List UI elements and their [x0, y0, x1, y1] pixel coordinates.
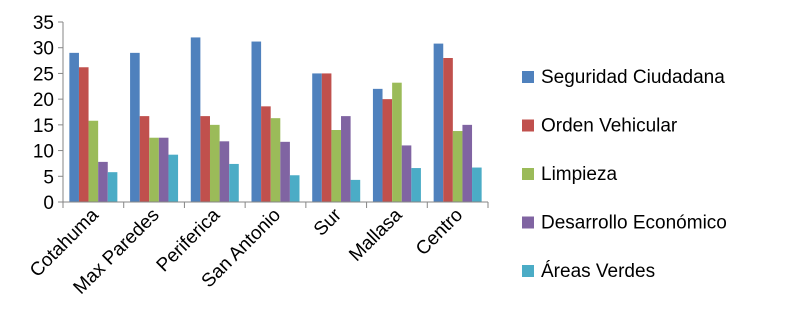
bar-limpieza-periferica: [209, 124, 220, 202]
legend-swatch: [522, 71, 534, 83]
bar-limpieza-mallasa: [392, 82, 402, 202]
y-tick-label: 35: [33, 13, 54, 34]
bar-desarrollo-econ-mico-periferica: [219, 141, 230, 202]
bar-seguridad-ciudadana-mallasa: [372, 88, 383, 202]
legend-swatch: [522, 168, 534, 180]
bar-limpieza-centro: [452, 131, 463, 202]
legend-swatch: [522, 265, 534, 277]
bar-desarrollo-econ-mico-cotahuma: [98, 161, 108, 202]
x-category-label: Mallasa: [345, 204, 406, 265]
bar-limpieza-cotahuma: [88, 120, 99, 202]
legend: Seguridad Ciudadana Orden Vehicular Limpie…: [522, 67, 727, 282]
bar-orden-vehicular-sur: [321, 73, 332, 202]
y-tick-label: 20: [33, 90, 54, 111]
bar-orden-vehicular-cotahuma: [78, 67, 89, 202]
bar-seguridad-ciudadana-periferica: [190, 37, 201, 202]
y-tick-label: 10: [33, 142, 54, 163]
bar-seguridad-ciudadana-san-antonio: [251, 41, 262, 202]
y-tick-label: 0: [43, 193, 54, 214]
x-category-label: Sur: [310, 204, 346, 240]
bar-orden-vehicular-mallasa: [382, 99, 393, 202]
y-tick-label: 5: [43, 167, 54, 188]
bar-limpieza-san-antonio: [270, 118, 281, 202]
y-tick-label: 30: [33, 39, 54, 60]
bar-seguridad-ciudadana-max-paredes: [130, 52, 140, 202]
legend-label: Orden Vehicular: [541, 116, 678, 137]
bar-orden-vehicular-san-antonio: [261, 106, 271, 202]
legend-label: Áreas Verdes: [541, 261, 655, 282]
legend-swatch: [522, 216, 534, 229]
bar-desarrollo-econ-mico-max-paredes: [158, 137, 169, 202]
legend-label: Desarrollo Económico: [541, 213, 727, 234]
legend-swatch: [522, 119, 534, 132]
axes: [62, 22, 489, 208]
bar-seguridad-ciudadana-cotahuma: [69, 52, 79, 202]
bar-desarrollo-econ-mico-mallasa: [401, 145, 412, 202]
bar-orden-vehicular-max-paredes: [139, 116, 150, 202]
bar-limpieza-sur: [331, 130, 342, 202]
bar--reas-verdes-max-paredes: [168, 154, 179, 202]
bars: [69, 37, 482, 202]
x-category-label: Centro: [412, 205, 467, 260]
bar-seguridad-ciudadana-centro: [433, 43, 444, 202]
y-axis-ticks: 0 5 10 15 20 25 30 35: [33, 13, 63, 214]
bar-desarrollo-econ-mico-san-antonio: [280, 141, 290, 202]
legend-label: Limpieza: [541, 164, 617, 185]
bar--reas-verdes-sur: [350, 179, 361, 202]
y-tick-label: 15: [33, 116, 54, 137]
bar-limpieza-max-paredes: [149, 137, 159, 202]
bar-orden-vehicular-centro: [443, 58, 453, 202]
bar-orden-vehicular-periferica: [200, 116, 210, 202]
bar-desarrollo-econ-mico-sur: [341, 116, 351, 202]
bar-desarrollo-econ-mico-centro: [462, 124, 473, 202]
bar-seguridad-ciudadana-sur: [312, 73, 322, 202]
bar--reas-verdes-san-antonio: [289, 175, 300, 202]
legend-label: Seguridad Ciudadana: [541, 67, 725, 88]
bar--reas-verdes-centro: [472, 167, 482, 202]
y-tick-label: 25: [33, 64, 54, 85]
bar--reas-verdes-periferica: [229, 163, 239, 202]
bar--reas-verdes-cotahuma: [107, 172, 118, 202]
bar--reas-verdes-mallasa: [411, 168, 421, 202]
